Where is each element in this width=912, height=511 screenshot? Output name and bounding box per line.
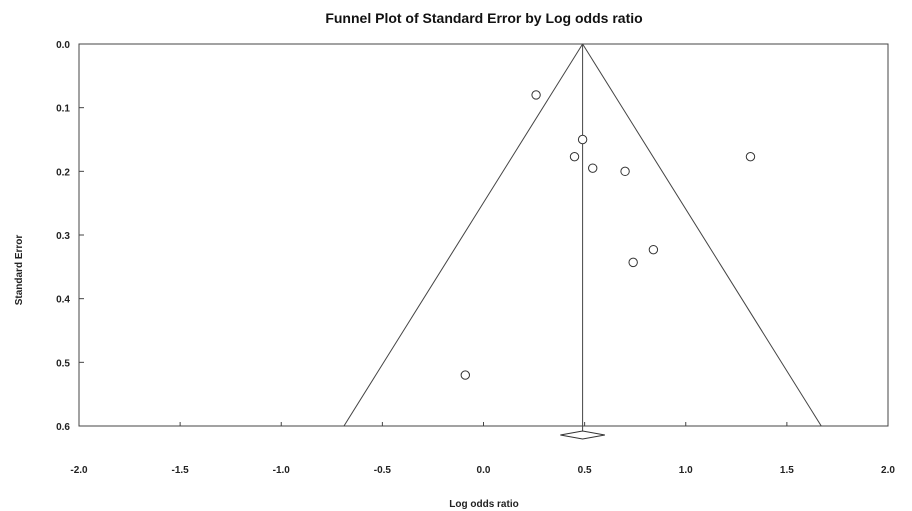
chart-title: Funnel Plot of Standard Error by Log odd…: [325, 10, 642, 26]
x-axis-label: Log odds ratio: [449, 499, 518, 510]
plot-frame: [78, 43, 889, 427]
y-tick-label: 0.5: [56, 358, 70, 369]
data-point: [569, 151, 580, 162]
data-point: [577, 134, 588, 145]
x-tick-label: -1.5: [172, 465, 190, 476]
data-point: [620, 166, 630, 177]
summary-diamond: [560, 430, 605, 440]
y-axis-label: Standard Error: [14, 235, 25, 306]
y-tick-label: 0.0: [56, 40, 70, 51]
y-tick-label: 0.1: [56, 104, 70, 115]
y-tick-label: 0.2: [56, 167, 70, 178]
data-point: [588, 163, 598, 173]
x-tick-label: 0.0: [477, 465, 491, 476]
x-tick-label: 1.5: [780, 465, 794, 476]
y-tick-label: 0.6: [56, 422, 70, 433]
data-point: [460, 370, 470, 380]
data-point: [648, 244, 659, 255]
x-tick-label: -1.0: [273, 465, 291, 476]
x-tick-label: -2.0: [70, 465, 88, 476]
y-tick-label: 0.4: [56, 295, 70, 306]
data-point: [531, 90, 541, 100]
funnel-right-line: [582, 43, 822, 427]
x-tick-label: -0.5: [374, 465, 392, 476]
x-tick-label: 2.0: [881, 465, 895, 476]
plot-area: 0.0 0.1 0.2 0.3 0.4 0.5 0.6 -2.0 -1.5 -1.0 -0.5 0.0…: [56, 40, 895, 476]
funnel-left-line: [343, 43, 584, 427]
x-tick-label: 0.5: [578, 465, 592, 476]
x-tick-label: 1.0: [679, 465, 693, 476]
data-point: [745, 151, 756, 162]
y-tick-label: 0.3: [56, 231, 70, 242]
data-point: [628, 257, 638, 268]
